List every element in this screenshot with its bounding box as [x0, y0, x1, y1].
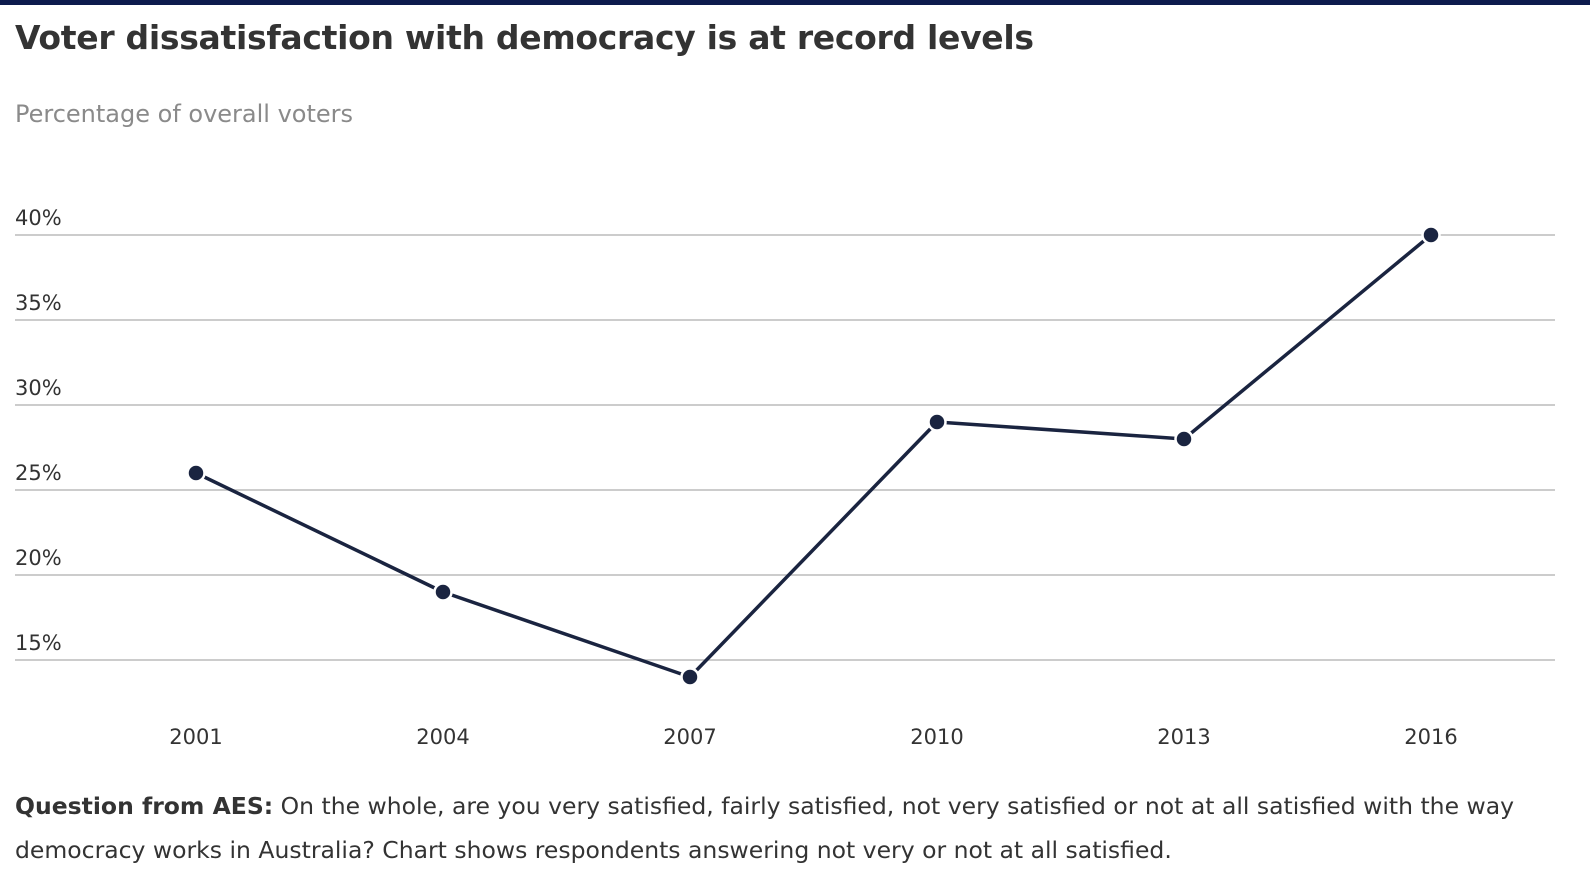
- y-tick-label-20: 20%: [15, 546, 62, 570]
- y-tick-label-15: 15%: [15, 631, 62, 655]
- data-point-2010: [927, 412, 947, 432]
- x-tick-label-2010: 2010: [910, 725, 963, 749]
- footnote-label: Question from AES:: [15, 792, 274, 820]
- series-layer: [186, 225, 1441, 687]
- data-point-2013: [1174, 429, 1194, 449]
- data-point-2007: [680, 667, 700, 687]
- x-axis-ticks: 2001 2004 2007 2010 2013 2016: [169, 725, 1457, 749]
- x-tick-label-2016: 2016: [1404, 725, 1457, 749]
- chart-title: Voter dissatisfaction with democracy is …: [15, 18, 1034, 57]
- footnote: Question from AES: On the whole, are you…: [15, 784, 1580, 872]
- y-tick-label-40: 40%: [15, 206, 62, 230]
- x-tick-label-2013: 2013: [1157, 725, 1210, 749]
- y-tick-label-25: 25%: [15, 461, 62, 485]
- series-line-0: [195, 233, 1433, 679]
- data-point-2016: [1421, 225, 1441, 245]
- line-chart: 15%20%25%30%35%40% 2001 2004 2007 2010 2013 2…: [15, 206, 1555, 749]
- data-point-2004: [433, 582, 453, 602]
- data-point-2001: [186, 463, 206, 483]
- y-axis-ticks: 15% 20% 25% 30% 35% 40%: [15, 206, 62, 655]
- footnote-text: On the whole, are you very satisfied, fa…: [15, 792, 1515, 864]
- chart-subtitle: Percentage of overall voters: [15, 100, 354, 128]
- y-tick-label-30: 30%: [15, 376, 62, 400]
- x-tick-label-2001: 2001: [169, 725, 222, 749]
- top-accent-bar: [0, 0, 1590, 5]
- grid-lines: [15, 234, 1555, 661]
- x-tick-label-2007: 2007: [663, 725, 716, 749]
- x-tick-label-2004: 2004: [416, 725, 469, 749]
- y-tick-label-35: 35%: [15, 291, 62, 315]
